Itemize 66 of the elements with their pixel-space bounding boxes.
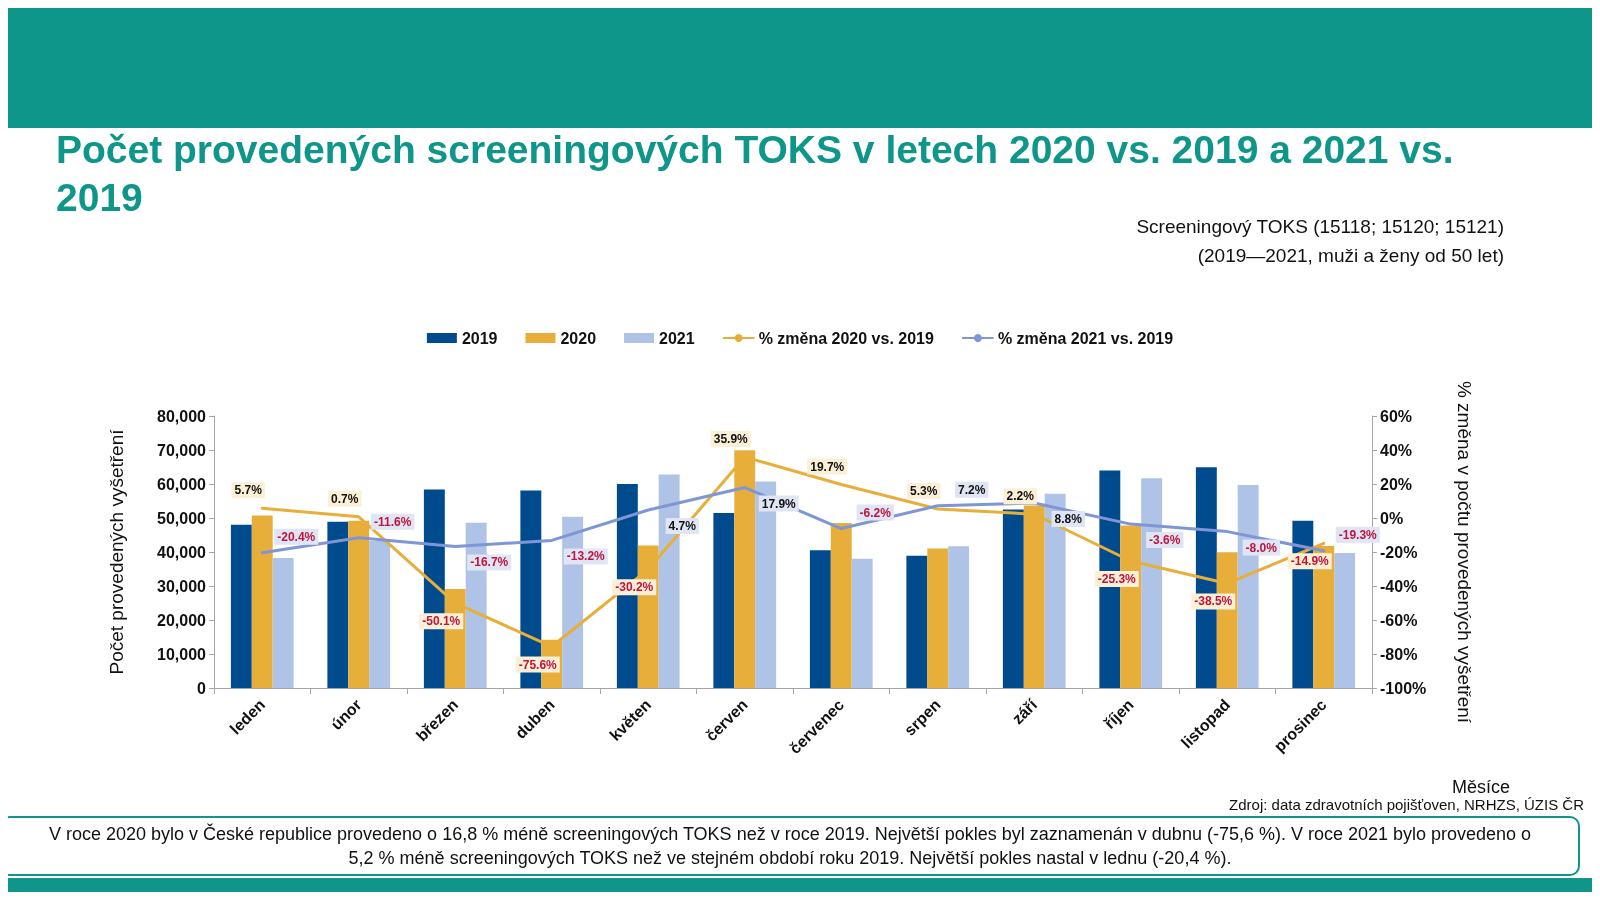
data-label: -16.7% bbox=[470, 555, 509, 570]
data-label: 7.2% bbox=[958, 482, 986, 497]
data-label: -20.4% bbox=[277, 529, 316, 544]
data-label: -8.0% bbox=[1245, 540, 1278, 555]
data-label: -6.2% bbox=[859, 505, 892, 520]
y2-tick-label: 0% bbox=[1380, 509, 1404, 527]
data-label: -11.6% bbox=[374, 514, 412, 529]
y2-tick-label: -20% bbox=[1380, 543, 1418, 561]
y-tick-label: 60,000 bbox=[157, 475, 207, 493]
bar bbox=[809, 550, 831, 688]
legend-label: 2020 bbox=[560, 329, 597, 347]
data-label: 2.2% bbox=[1006, 489, 1035, 504]
bar bbox=[1002, 509, 1024, 688]
data-label: -19.3% bbox=[1338, 527, 1378, 542]
bar bbox=[369, 541, 391, 688]
y2-tick-label: -60% bbox=[1380, 611, 1418, 629]
bar bbox=[906, 555, 928, 688]
x-axis-title: Měsíce bbox=[1452, 777, 1511, 797]
bar bbox=[713, 512, 735, 688]
y-tick-label: 40,000 bbox=[157, 543, 207, 561]
bar bbox=[948, 546, 970, 688]
data-label: 0.7% bbox=[331, 491, 359, 506]
y-tick-label: 20,000 bbox=[157, 611, 207, 629]
legend-label: % změna 2021 vs. 2019 bbox=[997, 329, 1174, 347]
y-tick-label: 10,000 bbox=[157, 645, 207, 663]
data-label: 4.7% bbox=[668, 519, 697, 534]
y2-axis-title: % změna v počtu provedených vyšetření bbox=[1453, 380, 1475, 724]
y-tick-label: 0 bbox=[197, 679, 207, 697]
y-tick-label: 30,000 bbox=[157, 577, 207, 595]
legend-label: 2019 bbox=[461, 329, 498, 347]
y2-tick-label: 40% bbox=[1380, 441, 1413, 459]
text: V roce 2020 bylo v České republice provedeno o 16,8 % méně screeningových TOKS než v roce 2019. Největší pokles byl zaznamenán v dubnu (-75,6 %). V roce 2021 bylo provedeno o 5,2 % méně screeningových TOKS než ve stejném období roku 2019. Největší pokles nastal v lednu (-20,4 %). bbox=[47, 822, 1533, 870]
data-label: -38.5% bbox=[1194, 594, 1233, 609]
data-label: 35.9% bbox=[713, 431, 749, 446]
data-label: 5.3% bbox=[910, 483, 938, 498]
bar bbox=[830, 523, 852, 688]
bar bbox=[851, 558, 873, 688]
y-axis-title: Počet provedených vyšetření bbox=[106, 428, 127, 675]
data-label: 19.7% bbox=[810, 459, 845, 474]
legend-label: % změna 2020 vs. 2019 bbox=[758, 329, 934, 347]
y-tick-label: 70,000 bbox=[157, 441, 207, 459]
legend-label: 2021 bbox=[659, 329, 695, 347]
data-label: -13.2% bbox=[566, 549, 606, 564]
bar bbox=[272, 558, 294, 688]
y-tick-label: 50,000 bbox=[157, 509, 207, 527]
bar bbox=[230, 524, 252, 688]
data-label: -25.3% bbox=[1097, 572, 1137, 587]
data-label: 5.7% bbox=[234, 483, 263, 498]
data-label: -50.1% bbox=[422, 614, 461, 629]
bar bbox=[327, 521, 349, 688]
data-label: 8.8% bbox=[1054, 512, 1083, 527]
y2-tick-label: -100% bbox=[1380, 679, 1427, 697]
bar bbox=[1334, 553, 1356, 688]
data-label: -14.9% bbox=[1290, 554, 1330, 569]
data-label: -30.2% bbox=[615, 580, 654, 595]
data-label: -3.6% bbox=[1149, 533, 1181, 548]
bar bbox=[251, 515, 273, 688]
y2-tick-label: 20% bbox=[1380, 475, 1413, 493]
y2-tick-label: -80% bbox=[1380, 645, 1418, 663]
data-label: 17.9% bbox=[761, 496, 797, 511]
data-label: -75.6% bbox=[518, 657, 558, 672]
y-tick-label: 80,000 bbox=[157, 407, 207, 425]
y2-tick-label: -40% bbox=[1380, 577, 1418, 595]
bar bbox=[927, 548, 949, 688]
y2-tick-label: 60% bbox=[1380, 407, 1413, 425]
text: Zdroj: data zdravotních pojišťoven, NRHZS, ÚZIS ČR bbox=[1229, 796, 1584, 813]
